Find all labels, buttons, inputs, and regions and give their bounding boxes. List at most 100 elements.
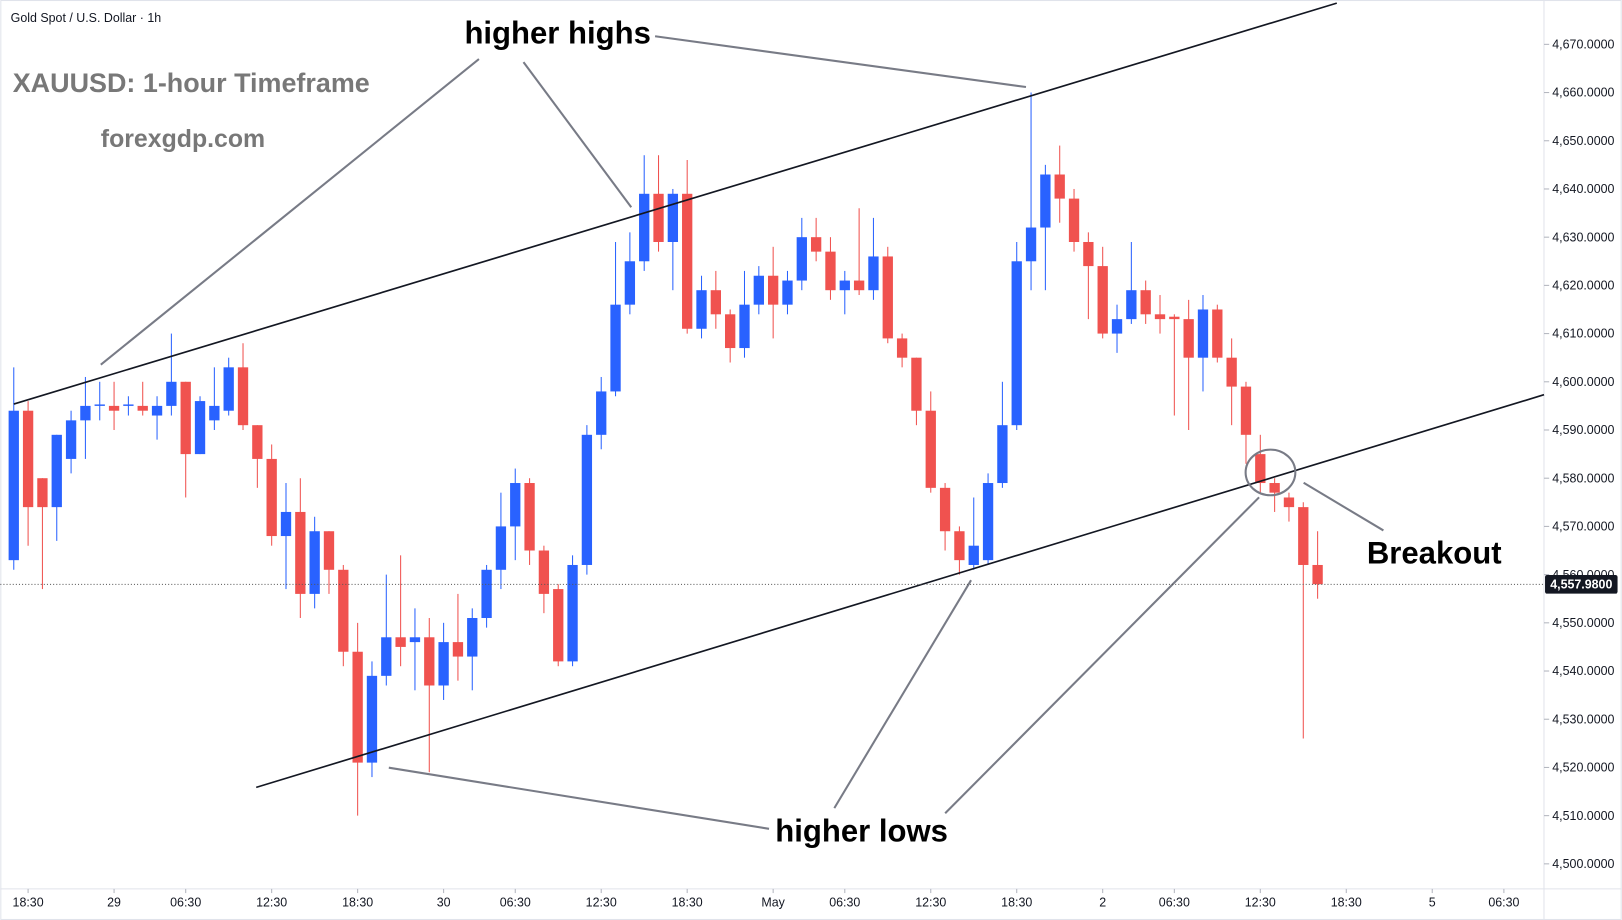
x-tick-label: 06:30 [500,896,531,910]
candle-body [997,425,1008,484]
candle-body [266,458,277,537]
candle-body [882,256,893,339]
candle-body [639,193,650,262]
candle-body [1025,227,1037,262]
candle-body [1126,290,1137,320]
x-tick-label: 06:30 [170,896,201,910]
upper-trendline [13,2,1338,405]
candle-body [252,425,263,459]
candle-body [810,237,822,252]
last-price-box [1545,575,1618,594]
candle-body [853,280,865,291]
candle-body [610,304,621,392]
y-tick-label: 4,640.0000 [1552,182,1614,196]
y-tick-label: 4,650.0000 [1552,134,1614,148]
pointer [833,579,972,809]
x-tick-label: 12:30 [1245,896,1276,910]
candle-body [65,420,77,459]
candle-body [438,642,449,686]
candle-body [166,381,177,406]
candle-body [1040,174,1051,228]
candle-body [1212,309,1223,358]
candle-body [538,550,550,594]
candle-body [667,193,679,242]
x-tick-label: 30 [437,896,451,910]
candle-body [1111,319,1123,334]
pointer [1303,481,1384,532]
candle-body [467,618,478,657]
x-tick-label: 29 [107,896,121,910]
y-tick-label: 4,510.0000 [1552,809,1614,823]
candle-body [567,564,578,662]
chart-title: Gold Spot / U.S. Dollar · 1h [11,11,162,25]
candle-body [796,237,807,281]
candle-body [223,367,234,411]
pointer [654,35,1027,89]
candle-body [1269,483,1280,493]
candle-body [80,405,91,421]
x-tick-label: 12:30 [256,896,287,910]
pointer [388,766,770,830]
candle-body [338,569,349,652]
annotation: forexgdp.com [101,125,265,153]
candle-body [624,261,636,305]
candle-body [123,404,134,406]
candle-body [911,357,922,411]
candle-body [1097,266,1108,334]
candle-body [1283,497,1295,508]
last-price-label: 4,557.9800 [1550,577,1612,591]
candle-body [510,483,521,527]
candle-body [495,526,507,570]
candle-body [782,280,793,305]
candle-body [108,405,120,411]
candle-body [1054,174,1065,199]
y-tick-label: 4,520.0000 [1552,761,1614,775]
candle-body [524,483,535,551]
candle-body [295,511,306,594]
candle-body [151,405,163,416]
y-tick-label: 4,590.0000 [1552,423,1614,437]
candle-body [366,675,378,763]
candle-body [725,314,736,349]
y-tick-label: 4,500.0000 [1552,857,1614,871]
annotation: Breakout [1367,536,1502,571]
annotations: Gold Spot / U.S. Dollar · 1h XAUUSD: 1-h… [0,2,1545,848]
x-tick-label: 06:30 [1159,896,1190,910]
pointer-lines [100,35,1384,830]
candle-body [481,569,492,619]
candle-body [137,405,148,411]
x-tick-label: 12:30 [915,896,946,910]
pointer [944,496,1260,815]
candle-body [1154,314,1166,320]
x-tick-label: 18:30 [1001,896,1032,910]
candle-body [596,391,607,435]
candle-body [1011,261,1022,426]
candle-body [1298,507,1309,565]
annotation: higher lows [775,813,948,848]
candle-body [180,381,191,455]
x-tick-label: 5 [1429,896,1436,910]
candle-body [395,637,406,647]
x-tick-label: 12:30 [586,896,617,910]
candle-body [553,589,564,662]
candle-body [1183,319,1194,358]
candle-body [925,410,936,488]
candle-body [51,434,62,508]
candle-body [825,251,836,291]
candle-body [682,193,693,329]
y-tick-label: 4,570.0000 [1552,520,1614,534]
x-tick-label: 2 [1099,896,1106,910]
candle-body [1226,357,1237,387]
candle-body [209,405,220,421]
candle-body [739,304,750,349]
x-tick-label: 06:30 [829,896,860,910]
y-tick-label: 4,670.0000 [1552,37,1614,51]
pointer [100,58,480,366]
candle-body [452,642,464,657]
candle-body [1240,386,1252,435]
candle-body [352,651,363,763]
candle-body [982,483,994,561]
